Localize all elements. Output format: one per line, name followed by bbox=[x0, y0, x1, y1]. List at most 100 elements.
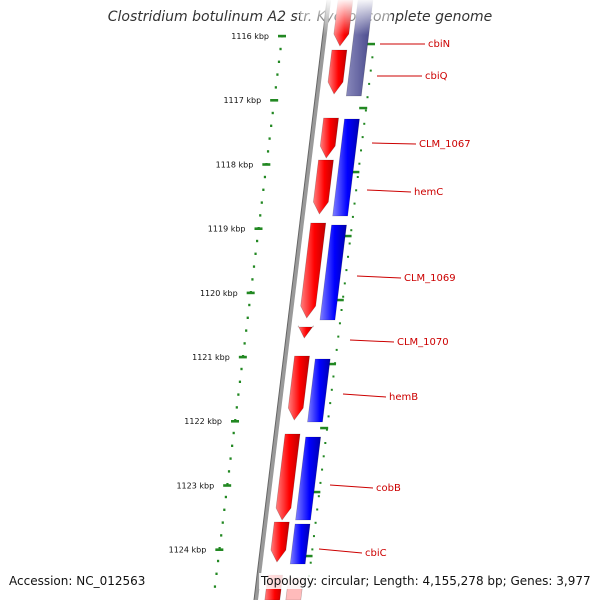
tick-dot bbox=[235, 406, 238, 409]
top-fade bbox=[300, 0, 390, 35]
gene-label: cbiN bbox=[428, 39, 450, 50]
slot-tick bbox=[359, 106, 368, 110]
tick-label: 1117 kbp bbox=[223, 96, 261, 105]
inner-tick-dot bbox=[319, 481, 322, 484]
inner-tick-dot bbox=[348, 242, 351, 245]
tick-label: 1121 kbp bbox=[192, 353, 230, 362]
inner-tick-dot bbox=[358, 162, 361, 165]
slot-tick bbox=[343, 234, 352, 238]
inner-tick-dot bbox=[324, 442, 327, 444]
tick-dot bbox=[238, 380, 242, 383]
accession-text: Accession: NC_012563 bbox=[7, 573, 148, 589]
tick-dot bbox=[231, 444, 234, 447]
tick-dot bbox=[274, 86, 277, 89]
tick-dot bbox=[243, 342, 246, 345]
tick-dot bbox=[215, 572, 218, 575]
gene-feature bbox=[295, 436, 322, 521]
inner-tick-dot bbox=[355, 189, 358, 192]
inner-tick-dot bbox=[345, 269, 348, 272]
tick-dot bbox=[224, 495, 227, 499]
gene-label: CLM_1070 bbox=[397, 337, 449, 348]
gene-feature bbox=[319, 117, 339, 159]
tick-dot bbox=[213, 585, 217, 588]
slot-tick bbox=[304, 554, 313, 558]
tick-dot bbox=[229, 457, 232, 460]
inner-tick-dot bbox=[322, 455, 325, 458]
tick-dot bbox=[252, 265, 256, 268]
inner-tick-dot bbox=[343, 282, 346, 285]
tick-dot bbox=[248, 303, 251, 307]
tick-dot bbox=[263, 175, 267, 179]
gene-feature bbox=[300, 222, 327, 319]
gene-labels: cbiN cbiQ CLM_1067 hemC CLM_1069 CLM_1070 hemB… bbox=[318, 39, 471, 559]
inner-tick-dot bbox=[312, 535, 315, 538]
inner-tick-dot bbox=[360, 149, 363, 152]
tick-label: 1116 kbp bbox=[231, 32, 269, 41]
tick-dot bbox=[251, 278, 254, 281]
tick-dash bbox=[231, 420, 240, 423]
inner-tick-dot bbox=[316, 508, 319, 511]
tick-label: 1123 kbp bbox=[176, 481, 214, 490]
tick-dot bbox=[279, 47, 282, 51]
inner-tick-dot bbox=[309, 561, 312, 564]
gene-feature bbox=[287, 355, 310, 421]
backbone-line bbox=[254, 0, 331, 600]
tick-dot bbox=[237, 393, 240, 396]
tick-dash bbox=[246, 291, 255, 295]
inner-tick-dot bbox=[368, 82, 371, 85]
tick-dot bbox=[276, 73, 279, 76]
gene-feature bbox=[332, 118, 360, 217]
tick-dot bbox=[268, 137, 271, 140]
inner-tick-dot bbox=[314, 521, 317, 524]
topology-text: Topology: circular; Length: 4,155,278 bp… bbox=[259, 573, 593, 589]
gene-feature bbox=[307, 358, 331, 423]
gene-leader-line bbox=[366, 189, 412, 193]
coordinate-ticks: 1116 kbp 1117 kbp 1118 kbp 1119 kbp 1120 kbp… bbox=[169, 32, 375, 588]
tick-dot bbox=[221, 521, 224, 524]
slot-tick bbox=[327, 362, 336, 366]
gene-feature bbox=[275, 433, 301, 521]
tick-label: 1124 kbp bbox=[169, 546, 207, 555]
tick-dot bbox=[256, 239, 259, 243]
inner-tick-dot bbox=[363, 122, 366, 125]
gene-label: CLM_1069 bbox=[404, 273, 456, 284]
tick-dot bbox=[240, 367, 243, 371]
tick-dot bbox=[277, 60, 281, 63]
inner-tick-dot bbox=[350, 229, 353, 232]
gene-feature bbox=[270, 521, 290, 563]
inner-tick-dot bbox=[356, 176, 359, 178]
slot-tick bbox=[351, 170, 360, 174]
tick-dot bbox=[246, 316, 249, 319]
gene-label: cobB bbox=[376, 483, 401, 494]
tick-dash bbox=[238, 355, 247, 359]
inner-tick-dot bbox=[340, 309, 343, 311]
gene-label: CLM_1067 bbox=[419, 139, 471, 150]
inner-tick-dot bbox=[351, 215, 354, 218]
tick-dot bbox=[218, 547, 221, 550]
tick-dot bbox=[262, 188, 265, 191]
slot-tick bbox=[320, 426, 329, 430]
gene-feature bbox=[289, 523, 311, 565]
gene-leader-line bbox=[342, 393, 387, 398]
inner-tick-dot bbox=[342, 295, 345, 298]
gene-leader-line bbox=[356, 275, 402, 279]
gene-leader-line bbox=[371, 142, 417, 145]
inner-tick-dot bbox=[353, 202, 356, 205]
inner-tick-dot bbox=[366, 96, 369, 99]
tick-dot bbox=[260, 201, 263, 204]
slot-tick bbox=[367, 42, 375, 46]
tick-dash bbox=[254, 227, 263, 230]
inner-tick-dot bbox=[332, 375, 335, 378]
inner-tick-dot bbox=[311, 548, 314, 551]
tick-dash bbox=[278, 34, 286, 38]
tick-dot bbox=[259, 214, 262, 217]
gene-leader-line bbox=[318, 548, 363, 554]
inner-tick-dot bbox=[371, 56, 374, 59]
gene-feature bbox=[297, 324, 314, 339]
tick-label: 1119 kbp bbox=[208, 225, 246, 234]
gene-leader-line bbox=[329, 484, 374, 489]
tick-dot bbox=[266, 150, 270, 153]
slot-tick bbox=[335, 298, 344, 302]
